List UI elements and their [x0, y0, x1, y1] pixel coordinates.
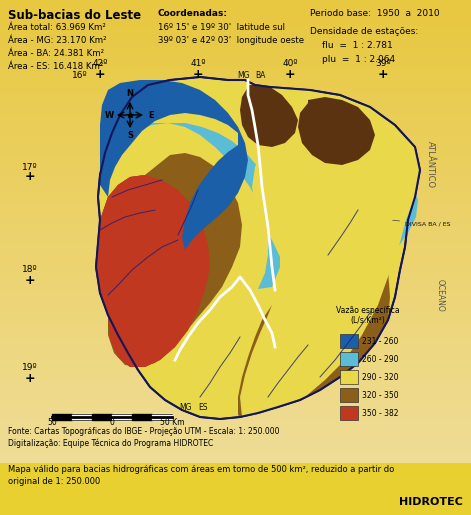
Polygon shape — [96, 175, 210, 367]
Text: 16º 15' e 19º 30'  latitude sul: 16º 15' e 19º 30' latitude sul — [158, 23, 285, 32]
Polygon shape — [98, 153, 242, 367]
Polygon shape — [285, 163, 418, 265]
Text: +: + — [193, 68, 203, 81]
Polygon shape — [96, 77, 420, 419]
Bar — [340, 370, 358, 384]
Polygon shape — [295, 189, 388, 257]
Text: 0: 0 — [110, 418, 114, 427]
Text: W: W — [105, 111, 114, 119]
Bar — [340, 388, 358, 402]
Text: 50: 50 — [47, 418, 57, 427]
Text: +: + — [24, 273, 35, 286]
Text: S: S — [127, 131, 133, 141]
Polygon shape — [238, 250, 390, 417]
Text: +: + — [24, 371, 35, 385]
Text: 42º: 42º — [92, 59, 108, 68]
Bar — [340, 352, 358, 366]
Text: BA: BA — [255, 71, 265, 80]
Text: Sub-bacias do Leste: Sub-bacias do Leste — [8, 9, 141, 22]
Text: Área - MG: 23.170 Km²: Área - MG: 23.170 Km² — [8, 36, 106, 45]
Text: 320 - 350: 320 - 350 — [362, 390, 398, 400]
Text: N: N — [127, 90, 133, 98]
Text: 231 - 260: 231 - 260 — [362, 336, 398, 346]
Polygon shape — [240, 85, 420, 417]
Text: Digitalização: Equipe Técnica do Programa HIDROTEC: Digitalização: Equipe Técnica do Program… — [8, 439, 213, 449]
Text: 50 Km: 50 Km — [160, 418, 184, 427]
Text: flu  =  1 : 2.781: flu = 1 : 2.781 — [322, 41, 393, 50]
Text: Densidade de estações:: Densidade de estações: — [310, 27, 418, 36]
Text: HIDROTEC: HIDROTEC — [399, 497, 463, 507]
Text: +: + — [378, 68, 388, 81]
Text: 41º: 41º — [190, 59, 206, 68]
Polygon shape — [240, 85, 298, 147]
Text: ES: ES — [198, 403, 208, 412]
Text: 39º 03' e 42º 03'  longitude oeste: 39º 03' e 42º 03' longitude oeste — [158, 36, 304, 45]
Bar — [0, 463, 471, 515]
Text: +: + — [95, 68, 106, 81]
Bar — [340, 406, 358, 420]
Text: Mapa válido para bacias hidrográficas com áreas em torno de 500 km², reduzido a : Mapa válido para bacias hidrográficas co… — [8, 465, 394, 487]
Text: +: + — [24, 170, 35, 183]
Polygon shape — [100, 123, 282, 289]
Text: ATLÂNTICO: ATLÂNTICO — [425, 142, 435, 188]
Text: Área - ES: 16.418 Km²: Área - ES: 16.418 Km² — [8, 62, 103, 71]
Text: Área - BA: 24.381 Km²: Área - BA: 24.381 Km² — [8, 49, 104, 58]
Text: Fonte: Cartas Topográficas do IBGE - Projeção UTM - Escala: 1: 250.000: Fonte: Cartas Topográficas do IBGE - Pro… — [8, 427, 279, 436]
Polygon shape — [298, 97, 375, 165]
Text: DIVISA BA / ES: DIVISA BA / ES — [393, 220, 450, 226]
Text: MG: MG — [237, 71, 250, 80]
Text: Vazão específica
(L/s.Km²): Vazão específica (L/s.Km²) — [336, 305, 400, 325]
Text: 350 - 382: 350 - 382 — [362, 408, 398, 418]
Text: 16º: 16º — [73, 71, 88, 79]
Text: +: + — [284, 68, 295, 81]
Text: 260 - 290: 260 - 290 — [362, 354, 398, 364]
Text: Coordenadas:: Coordenadas: — [158, 9, 228, 18]
Text: 19º: 19º — [22, 364, 38, 372]
Text: OCEANO: OCEANO — [436, 279, 445, 312]
Polygon shape — [100, 80, 248, 250]
Text: 40º: 40º — [282, 59, 298, 68]
Bar — [340, 334, 358, 348]
Text: 17º: 17º — [22, 163, 38, 171]
Text: MG: MG — [179, 403, 192, 412]
Polygon shape — [96, 175, 210, 367]
Text: 39º: 39º — [375, 59, 391, 68]
Text: 290 - 320: 290 - 320 — [362, 372, 398, 382]
Text: plu  =  1 : 2.064: plu = 1 : 2.064 — [322, 55, 395, 64]
Text: 18º: 18º — [22, 266, 38, 274]
Text: Área total: 63.969 Km²: Área total: 63.969 Km² — [8, 23, 106, 32]
Text: E: E — [148, 111, 154, 119]
Text: Periodo base:  1950  a  2010: Periodo base: 1950 a 2010 — [310, 9, 439, 18]
